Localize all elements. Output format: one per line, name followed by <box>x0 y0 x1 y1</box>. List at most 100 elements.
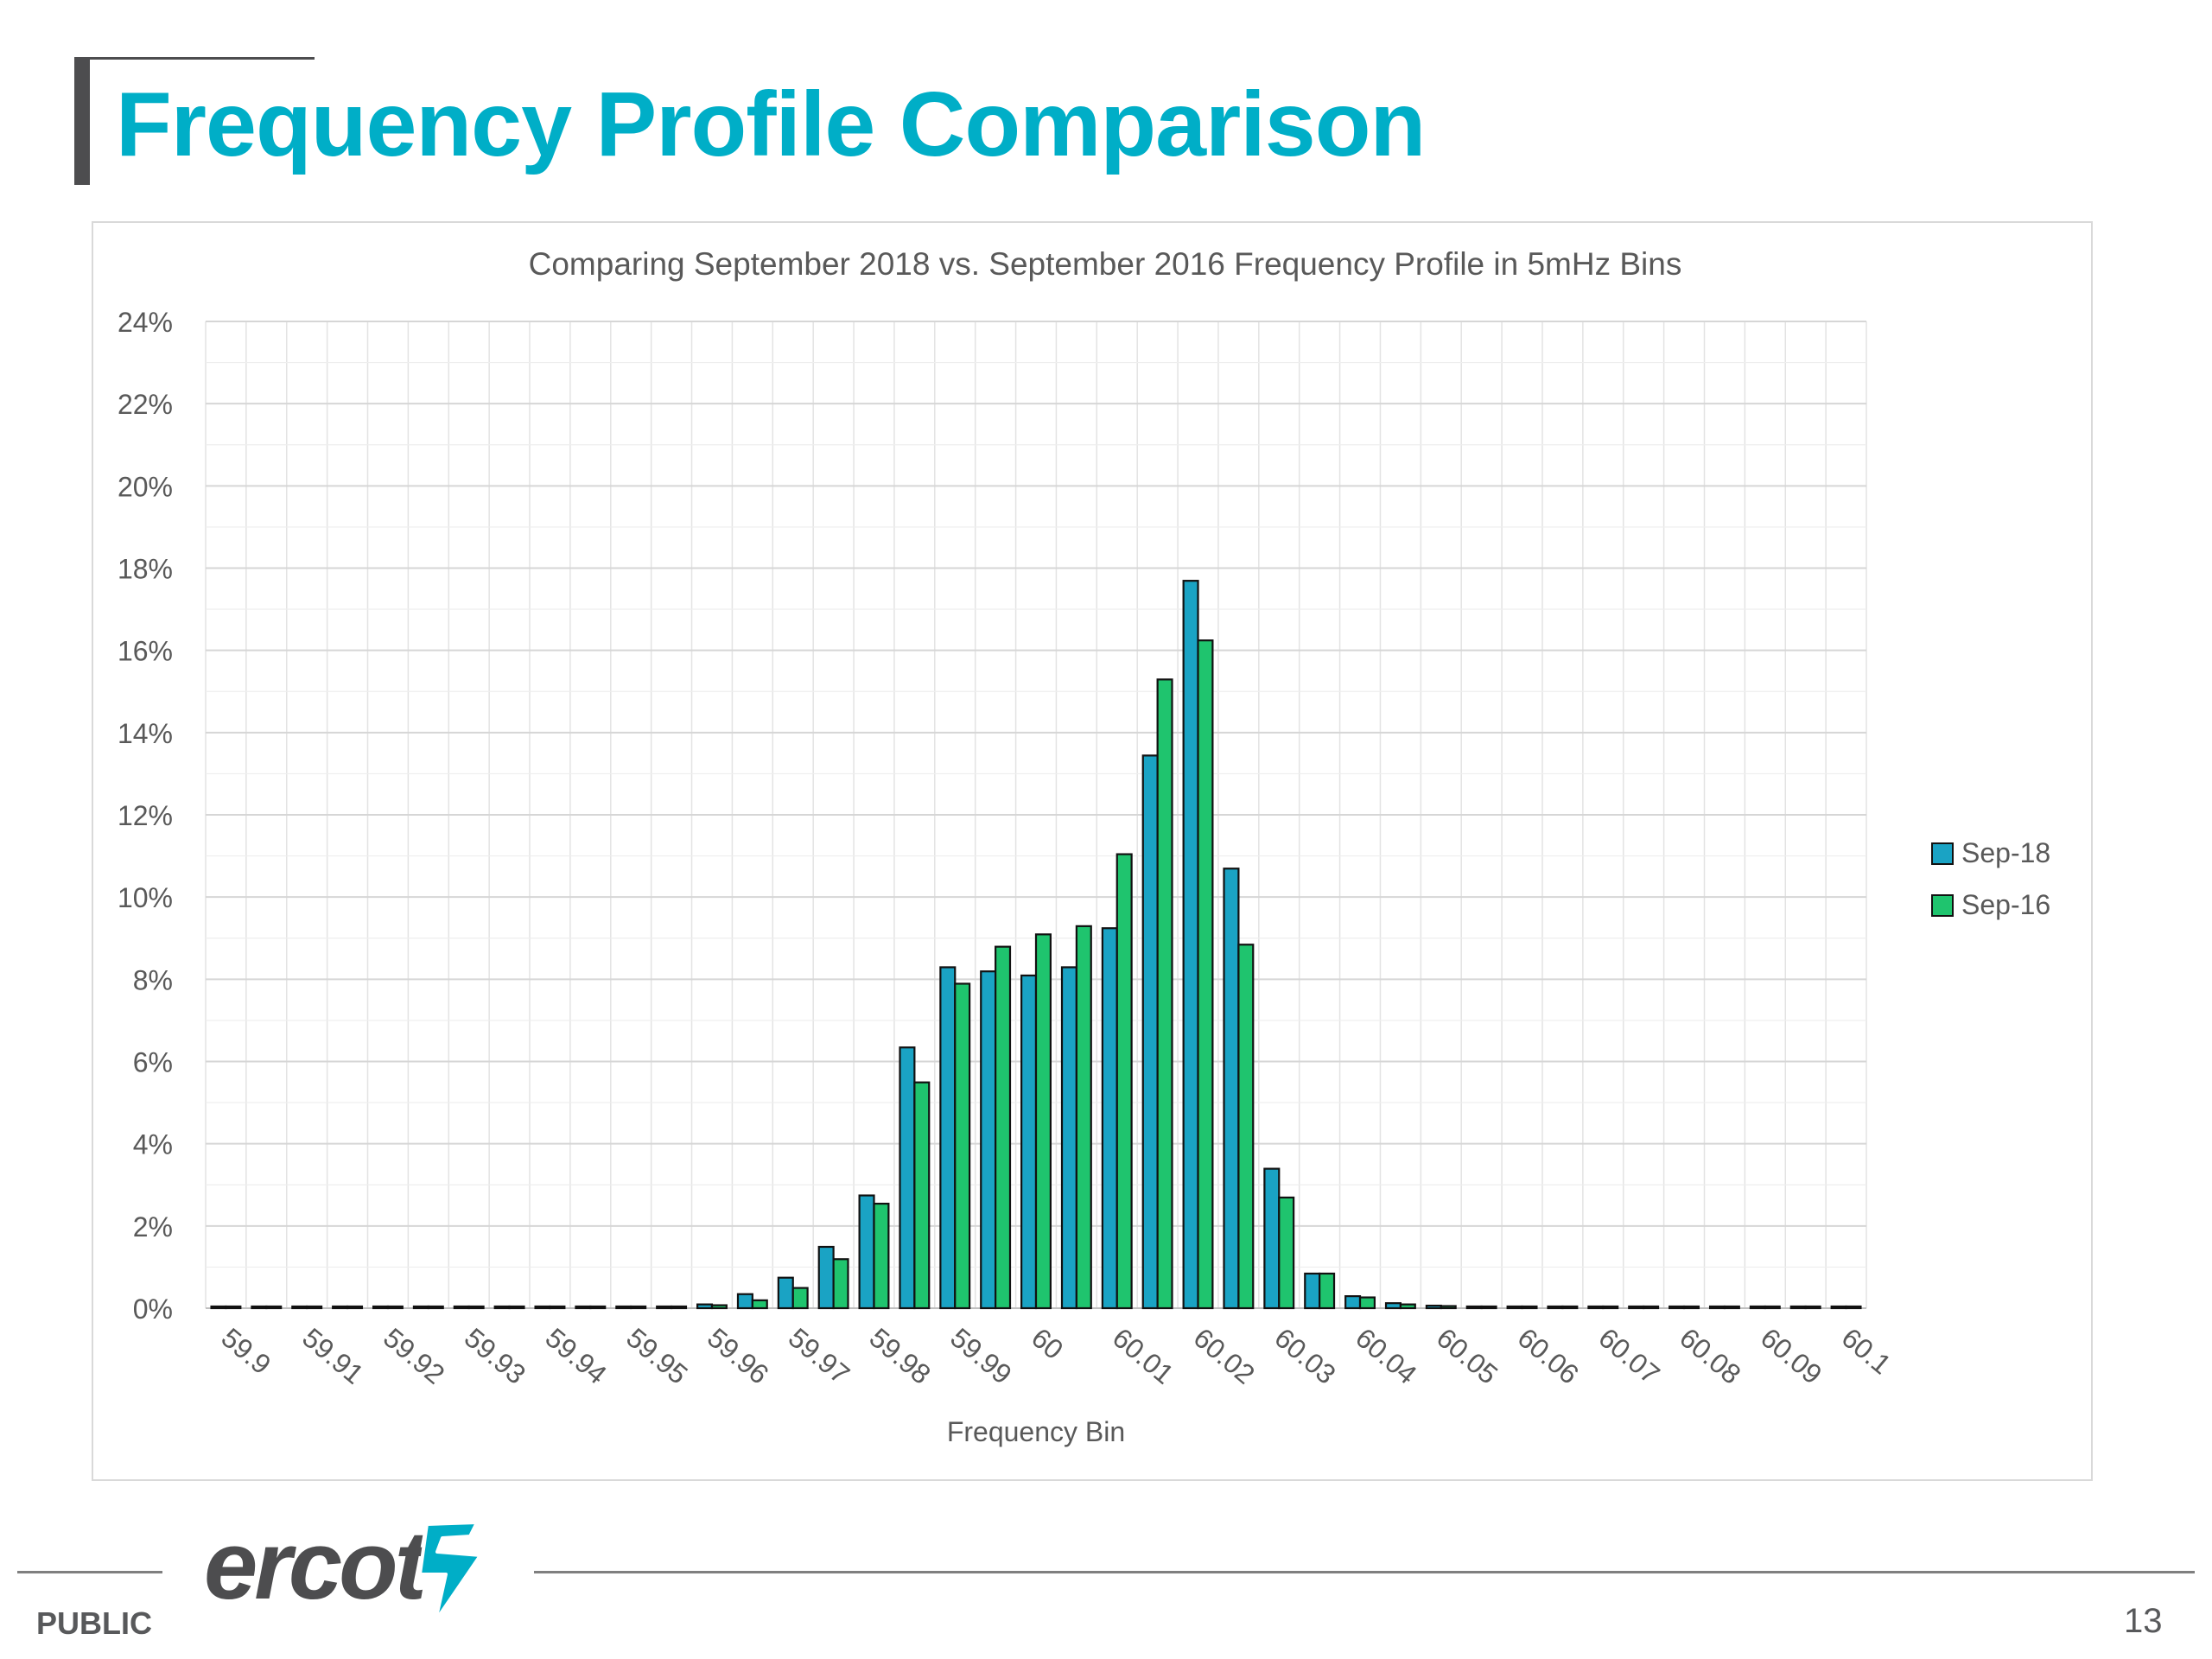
bar-sep-18 <box>615 1305 632 1310</box>
bar-sep-18 <box>1344 1295 1362 1310</box>
bar-sep-16 <box>873 1202 890 1310</box>
y-tick-label: 10% <box>118 882 173 913</box>
legend-swatch-sep-18 <box>1931 842 1954 865</box>
x-tick-label: 60.05 <box>1431 1322 1503 1390</box>
y-tick-label: 18% <box>118 554 173 585</box>
bar-sep-18 <box>777 1276 794 1310</box>
x-axis-label: Frequency Bin <box>947 1416 1125 1447</box>
bar-sep-16 <box>508 1305 525 1310</box>
x-tick-label: 59.9 <box>216 1322 277 1381</box>
bar-sep-18 <box>251 1305 268 1310</box>
logo-bolt-icon <box>418 1521 482 1623</box>
y-tick-label: 24% <box>118 307 173 338</box>
bar-sep-16 <box>1319 1272 1336 1310</box>
bar-sep-16 <box>751 1299 768 1310</box>
bar-sep-16 <box>1278 1196 1295 1310</box>
frequency-profile-chart: Comparing September 2018 vs. September 2… <box>118 246 2050 1447</box>
bar-sep-16 <box>1845 1305 1862 1310</box>
bar-sep-16 <box>1764 1305 1781 1310</box>
bar-sep-16 <box>630 1305 647 1310</box>
bar-sep-18 <box>1587 1305 1605 1310</box>
x-tick-label: 60.07 <box>1592 1322 1665 1390</box>
x-tick-label: 60.02 <box>1188 1322 1261 1390</box>
footer-line-left <box>17 1571 162 1573</box>
x-tick-label: 59.95 <box>620 1322 693 1390</box>
bar-sep-16 <box>1358 1296 1376 1310</box>
x-tick-label: 60.04 <box>1350 1322 1422 1390</box>
chart-title: Comparing September 2018 vs. September 2… <box>529 246 1682 282</box>
x-tick-label: 60 <box>1026 1322 1069 1365</box>
bar-sep-18 <box>493 1305 511 1310</box>
bar-sep-16 <box>670 1305 688 1310</box>
bar-sep-18 <box>1304 1272 1321 1310</box>
x-tick-label: 59.94 <box>540 1322 613 1390</box>
bar-sep-16 <box>1643 1305 1660 1310</box>
x-tick-label: 59.93 <box>459 1322 531 1390</box>
bar-sep-18 <box>1789 1305 1807 1310</box>
bar-sep-18 <box>1020 974 1038 1310</box>
bar-sep-16 <box>386 1305 404 1310</box>
bar-sep-18 <box>1223 868 1240 1310</box>
y-tick-label: 8% <box>133 964 173 995</box>
bar-sep-16 <box>1480 1305 1497 1310</box>
bar-sep-16 <box>467 1305 485 1310</box>
bar-sep-16 <box>265 1305 283 1310</box>
bar-sep-18 <box>1628 1305 1645 1310</box>
title-accent-line <box>74 57 315 60</box>
y-tick-label: 6% <box>133 1047 173 1078</box>
bar-sep-16 <box>1075 925 1092 1310</box>
bar-sep-18 <box>899 1046 916 1310</box>
bar-sep-18 <box>1465 1305 1483 1310</box>
bar-sep-18 <box>1384 1302 1402 1310</box>
bar-sep-18 <box>291 1305 308 1310</box>
bar-sep-16 <box>1237 944 1255 1310</box>
bar-sep-18 <box>1060 966 1077 1310</box>
bar-sep-18 <box>1669 1305 1686 1310</box>
bar-sep-18 <box>1425 1304 1442 1310</box>
chart-frame: Comparing September 2018 vs. September 2… <box>92 221 2093 1481</box>
logo-wordmark: ercot <box>204 1511 427 1619</box>
bar-sep-16 <box>1521 1305 1538 1310</box>
x-tick-label: 59.98 <box>864 1322 937 1390</box>
y-tick-label: 14% <box>118 718 173 749</box>
legend-swatch-sep-16 <box>1931 894 1954 917</box>
legend-label-sep-16: Sep-16 <box>1961 889 2050 920</box>
y-tick-label: 4% <box>133 1129 173 1160</box>
bar-sep-16 <box>954 982 971 1310</box>
bar-sep-16 <box>710 1304 728 1310</box>
bar-sep-16 <box>346 1305 364 1310</box>
bar-sep-16 <box>1561 1305 1579 1310</box>
x-tick-label: 59.91 <box>296 1322 369 1390</box>
bar-sep-16 <box>1399 1303 1416 1310</box>
bar-sep-18 <box>736 1293 753 1310</box>
y-tick-label: 16% <box>118 636 173 667</box>
bar-sep-18 <box>1182 580 1199 1310</box>
bar-sep-18 <box>453 1305 470 1310</box>
footer-public-label: PUBLIC <box>36 1605 152 1641</box>
x-tick-label: 60.1 <box>1836 1322 1897 1381</box>
x-tick-label: 59.96 <box>702 1322 774 1390</box>
y-tick-label: 12% <box>118 800 173 831</box>
bar-sep-16 <box>1602 1305 1619 1310</box>
bar-sep-18 <box>939 966 957 1310</box>
bar-sep-18 <box>1101 927 1118 1310</box>
title-accent-bar <box>74 59 90 185</box>
y-tick-label: 0% <box>133 1294 173 1325</box>
bar-sep-18 <box>1506 1305 1523 1310</box>
bar-sep-18 <box>817 1245 835 1310</box>
bar-sep-16 <box>306 1305 323 1310</box>
bar-sep-18 <box>696 1303 714 1310</box>
bar-sep-16 <box>995 945 1012 1310</box>
bar-sep-18 <box>534 1305 551 1310</box>
bar-sep-18 <box>858 1194 875 1310</box>
bar-sep-16 <box>913 1081 931 1310</box>
bar-sep-16 <box>1804 1305 1821 1310</box>
bar-sep-18 <box>575 1305 592 1310</box>
bar-sep-16 <box>1116 853 1133 1310</box>
bar-sep-18 <box>372 1305 390 1310</box>
bar-sep-16 <box>427 1305 444 1310</box>
bar-sep-18 <box>1708 1305 1726 1310</box>
bar-sep-16 <box>1723 1305 1740 1310</box>
x-tick-label: 60.08 <box>1674 1322 1746 1390</box>
x-tick-label: 60.03 <box>1268 1322 1341 1390</box>
